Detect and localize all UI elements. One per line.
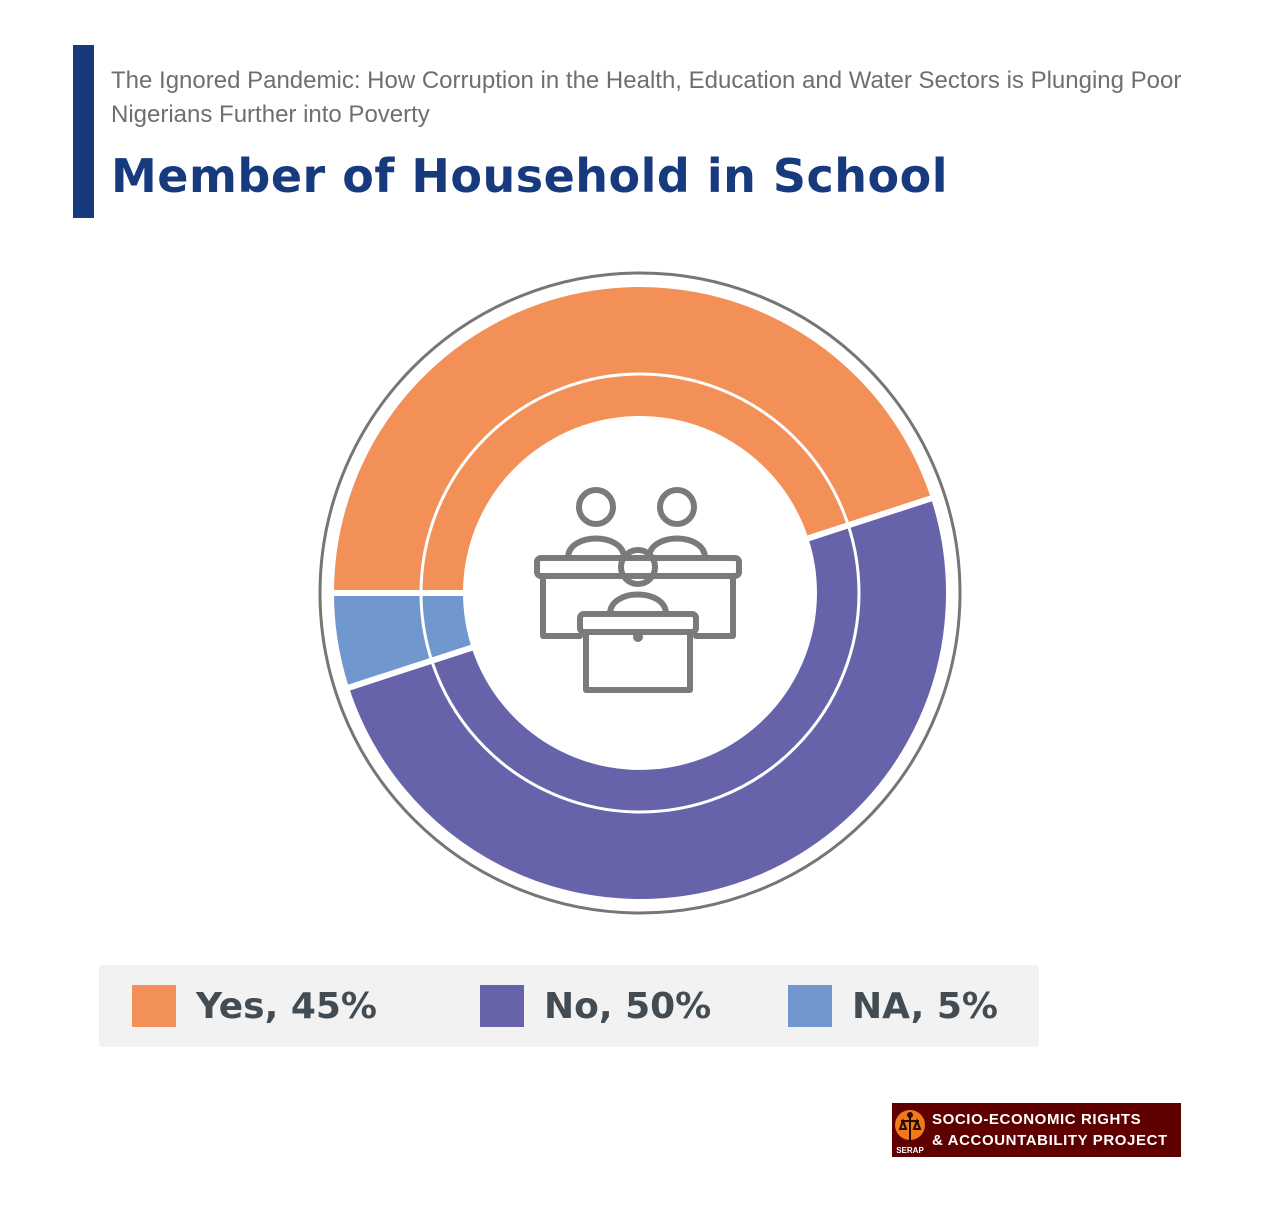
header-accent-bar [73,45,94,218]
legend-item-yes: Yes, 45% [132,965,377,1047]
report-subtitle: The Ignored Pandemic: How Corruption in … [111,67,1182,128]
legend-swatch-no [480,985,524,1027]
inner-ring-divider [419,372,861,814]
legend-label-na: NA, 5% [852,985,998,1027]
legend-item-no: No, 50% [480,965,711,1047]
chart-title: Member of Household in School [111,149,948,203]
chart-outer-ring [318,271,962,915]
donut-chart [318,271,962,915]
legend-item-na: NA, 5% [788,965,998,1047]
legend-label-no: No, 50% [544,985,712,1027]
logo-line-2: & ACCOUNTABILITY PROJECT [932,1132,1168,1149]
logo-text: SOCIO-ECONOMIC RIGHTS & ACCOUNTABILITY P… [932,1109,1168,1151]
slice-na [327,590,479,693]
classroom-icon [534,487,742,693]
serap-logo: SERAP SOCIO-ECONOMIC RIGHTS & ACCOUNTABI… [892,1103,1181,1157]
logo-mark-text: SERAP [896,1146,924,1155]
logo-line-1: SOCIO-ECONOMIC RIGHTS [932,1111,1142,1128]
slice-yes [327,281,938,596]
legend-swatch-na [788,985,832,1027]
legend-swatch-yes [132,985,176,1027]
serap-emblem-icon: SERAP [892,1103,928,1157]
donut-slices [327,281,952,905]
slice-no [342,493,952,905]
chart-legend: Yes, 45% No, 50% NA, 5% [99,965,1039,1047]
legend-label-yes: Yes, 45% [196,985,377,1027]
